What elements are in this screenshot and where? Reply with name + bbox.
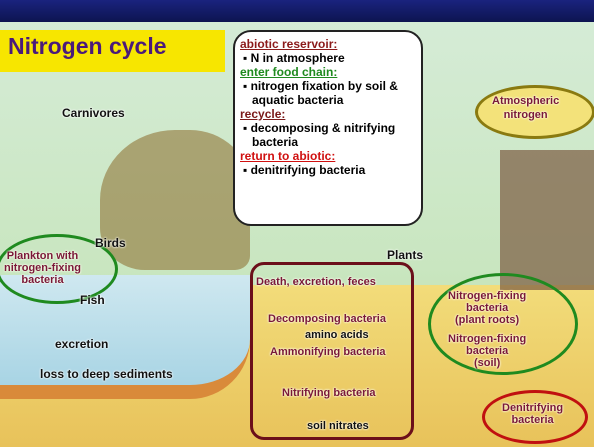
top-bar [0,0,594,22]
label-line: Denitrifying [502,402,564,414]
label: Plankton with nitrogen-fixing bacteria [4,250,81,286]
label: Carnivores [62,106,125,120]
section-heading: recycle: [240,107,286,121]
label: amino acids [305,329,369,341]
bullet-item: N in atmosphere [240,51,416,65]
title-box [0,30,225,72]
plankton-ellipse [0,234,118,304]
roots-photo [500,150,594,290]
label-line: (soil) [473,357,501,369]
label-line: nitrogen [503,109,548,121]
denit-ellipse [482,390,588,444]
label-line: Plankton with [6,250,79,262]
label-line: bacteria [466,302,509,314]
label: Plants [387,248,424,262]
label: Fish [80,293,105,307]
label: Nitrogen-fixing bacteria (plant roots) [448,290,526,326]
carnivore-shape [100,130,250,270]
label: Birds [95,236,126,250]
title: Nitrogen cycle [8,33,167,59]
label-line: bacteria [511,414,554,426]
label-line: bacteria [21,274,64,286]
section-heading: abiotic reservoir: [240,37,338,51]
fix-ellipse [428,273,578,375]
label: Ammonifying bacteria [270,346,386,358]
label: excretion [55,337,109,351]
label: Nitrifying bacteria [282,387,376,399]
section-heading: return to abiotic: [240,149,336,163]
label: loss to deep sediments [40,367,173,381]
label: Denitrifying bacteria [502,402,563,426]
label-line: Atmospheric [492,95,560,107]
section-heading: enter food chain: [240,65,338,79]
label: Nitrogen-fixing bacteria (soil) [448,333,526,369]
label-line: (plant roots) [455,314,520,326]
bullet-item: nitrogen fixation by soil & aquatic bact… [240,79,416,107]
label: Decomposing bacteria [268,313,386,325]
bullet-item: denitrifying bacteria [240,163,416,177]
label-line: Nitrogen-fixing [448,333,527,345]
atmos-ellipse [475,85,594,139]
label-line: bacteria [466,345,509,357]
label-line: Nitrogen-fixing [448,290,527,302]
bullet-item: decomposing & nitrifying bacteria [240,121,416,149]
label: Atmospheric nitrogen [492,94,559,122]
label: Death, excretion, feces [256,276,376,288]
label-line: nitrogen-fixing [4,262,81,274]
recycle-box [250,262,414,440]
label: soil nitrates [307,420,369,432]
